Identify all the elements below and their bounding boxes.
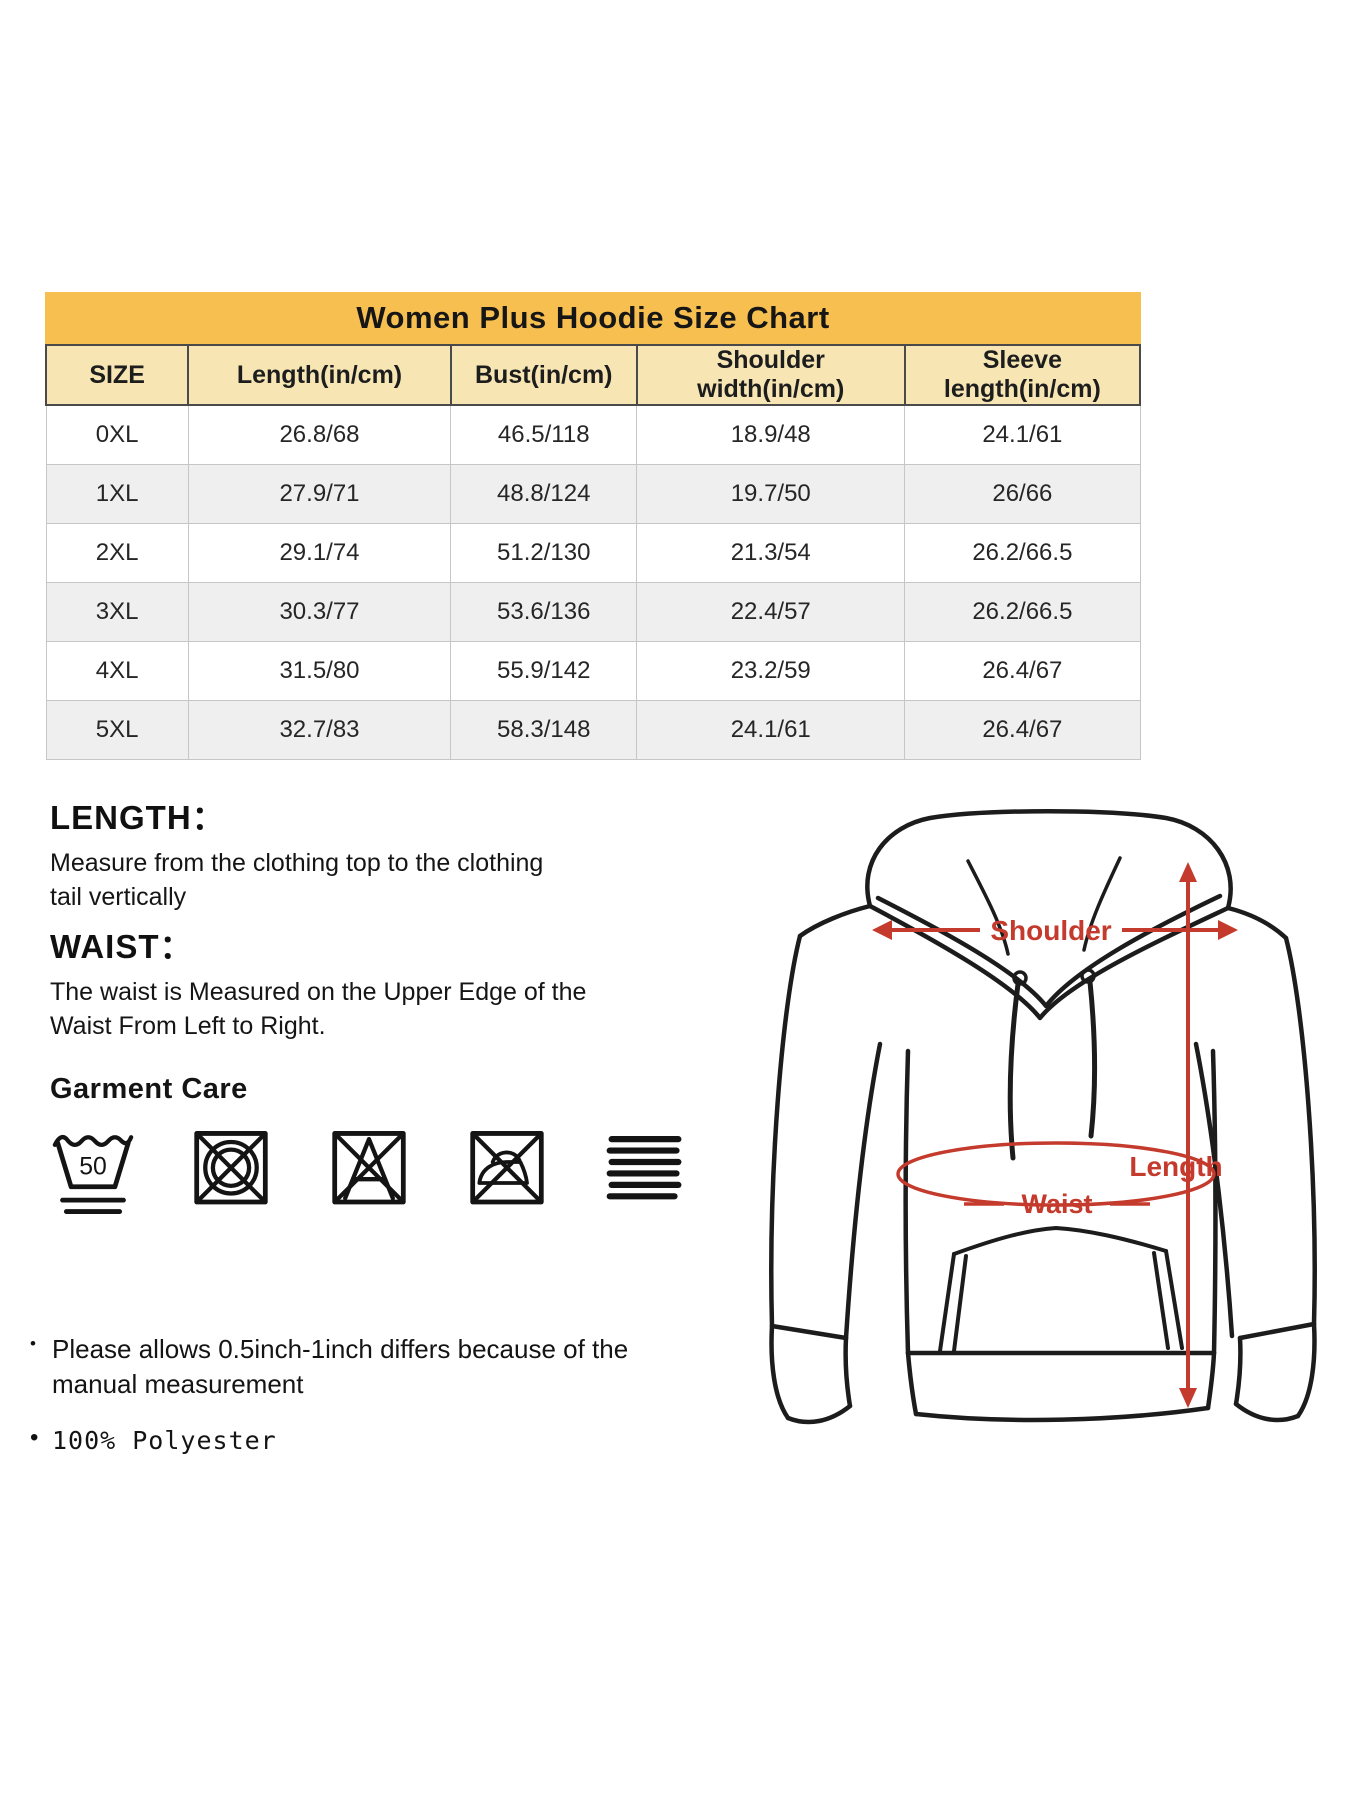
shoulder-arrowhead-right [1218,920,1238,940]
measurement-cell: 24.1/61 [904,404,1141,465]
hoodie-outline [769,809,1317,1425]
do-not-tumble-dry-icon [188,1122,274,1223]
measurement-cell: 58.3/148 [450,700,638,760]
size-chart-head-row: SIZE Length(in/cm) Bust(in/cm) Shoulder wid… [44,344,1142,406]
arrowheads [872,862,1238,1408]
bullet: • [30,1334,36,1353]
garment-care-heading: Garment Care [50,1073,248,1105]
measurement-cell: 26.2/66.5 [904,582,1141,642]
measurement-cell: 24.1/61 [636,700,906,760]
size-cell: 0XL [45,404,189,465]
measurement-cell: 26.8/68 [187,404,452,465]
length-heading: LENGTH： [50,799,226,836]
table-row: 3XL 30.3/77 53.6/136 22.4/57 26.2/66.5 [45,582,1141,642]
measurement-cell: 26.4/67 [904,700,1141,760]
size-cell: 2XL [45,523,189,583]
svg-text:50: 50 [79,1153,107,1180]
waist-heading: WAIST： [50,928,194,965]
garment-care: Garment Care 50 [50,1073,688,1223]
table-row: 4XL 31.5/80 55.9/142 23.2/59 26.4/67 [45,641,1141,701]
measurement-annotations [888,878,1222,1394]
waist-ellipse [896,1141,1216,1207]
measurement-cell: 26.4/67 [904,641,1141,701]
do-not-iron-icon [464,1122,550,1223]
table-row: 2XL 29.1/74 51.2/130 21.3/54 26.2/66.5 [45,523,1141,583]
column-header: Sleeve length(in/cm) [903,344,1142,406]
measurement-cell: 18.9/48 [636,404,906,465]
measurement-cell: 19.7/50 [636,464,906,524]
length-arrowhead-top [1179,862,1197,882]
waist-label: Waist [1021,1189,1092,1219]
column-header: Shoulder width(in/cm) [635,344,906,406]
table-row: 1XL 27.9/71 48.8/124 19.7/50 26/66 [45,464,1141,524]
size-chart-title: Women Plus Hoodie Size Chart [45,292,1141,344]
size-cell: 4XL [45,641,189,701]
column-header: Length(in/cm) [187,344,452,406]
measurement-cell: 27.9/71 [187,464,452,524]
measurement-cell: 29.1/74 [187,523,452,583]
measurement-cell: 46.5/118 [450,404,638,465]
measurement-cell: 55.9/142 [450,641,638,701]
shoulder-arrowhead-left [872,920,892,940]
measurement-cell: 26/66 [904,464,1141,524]
measurement-cell: 32.7/83 [187,700,452,760]
size-cell: 3XL [45,582,189,642]
measurement-note: • Please allows 0.5inch-1inch differs be… [30,1332,628,1402]
size-chart: Women Plus Hoodie Size Chart SIZE Length(… [44,292,1142,760]
measurement-cell: 48.8/124 [450,464,638,524]
measurement-cell: 30.3/77 [187,582,452,642]
size-cell: 5XL [45,700,189,760]
length-label: Length [1129,1151,1222,1182]
hoodie-measurement-diagram: Shoulder Length Waist [769,809,1317,1425]
column-header: SIZE [44,344,190,406]
shoulder-label: Shoulder [990,915,1111,946]
material-note-text: 100% Polyester [52,1426,277,1455]
wash-50-icon: 50 [50,1122,136,1223]
table-row: 5XL 32.7/83 58.3/148 24.1/61 26.4/67 [45,700,1141,760]
measurement-cell: 23.2/59 [636,641,906,701]
length-description: Measure from the clothing top to the clo… [50,849,544,911]
length-guide: LENGTH： Measure from the clothing top to… [50,791,543,914]
waist-guide: WAIST： The waist is Measured on the Uppe… [50,920,586,1043]
measurement-cell: 53.6/136 [450,582,638,642]
garment-care-icons: 50 [50,1122,688,1223]
measurement-cell: 22.4/57 [636,582,906,642]
column-header: Bust(in/cm) [449,344,638,406]
waist-description: The waist is Measured on the Upper Edge … [50,978,587,1040]
length-arrowhead-bottom [1179,1388,1197,1408]
measurement-note-text: Please allows 0.5inch-1inch differs beca… [52,1334,629,1400]
measurement-cell: 31.5/80 [187,641,452,701]
size-chart-table: SIZE Length(in/cm) Bust(in/cm) Shoulder wid… [44,344,1142,760]
size-cell: 1XL [45,464,189,524]
measurement-cell: 26.2/66.5 [904,523,1141,583]
do-not-bleach-icon [326,1122,412,1223]
measurement-cell: 51.2/130 [450,523,638,583]
material-note: • 100% Polyester [30,1424,277,1458]
bullet: • [30,1424,39,1451]
dry-flat-icon [602,1122,688,1223]
table-row: 0XL 26.8/68 46.5/118 18.9/48 24.1/61 [45,404,1141,465]
measurement-cell: 21.3/54 [636,523,906,583]
